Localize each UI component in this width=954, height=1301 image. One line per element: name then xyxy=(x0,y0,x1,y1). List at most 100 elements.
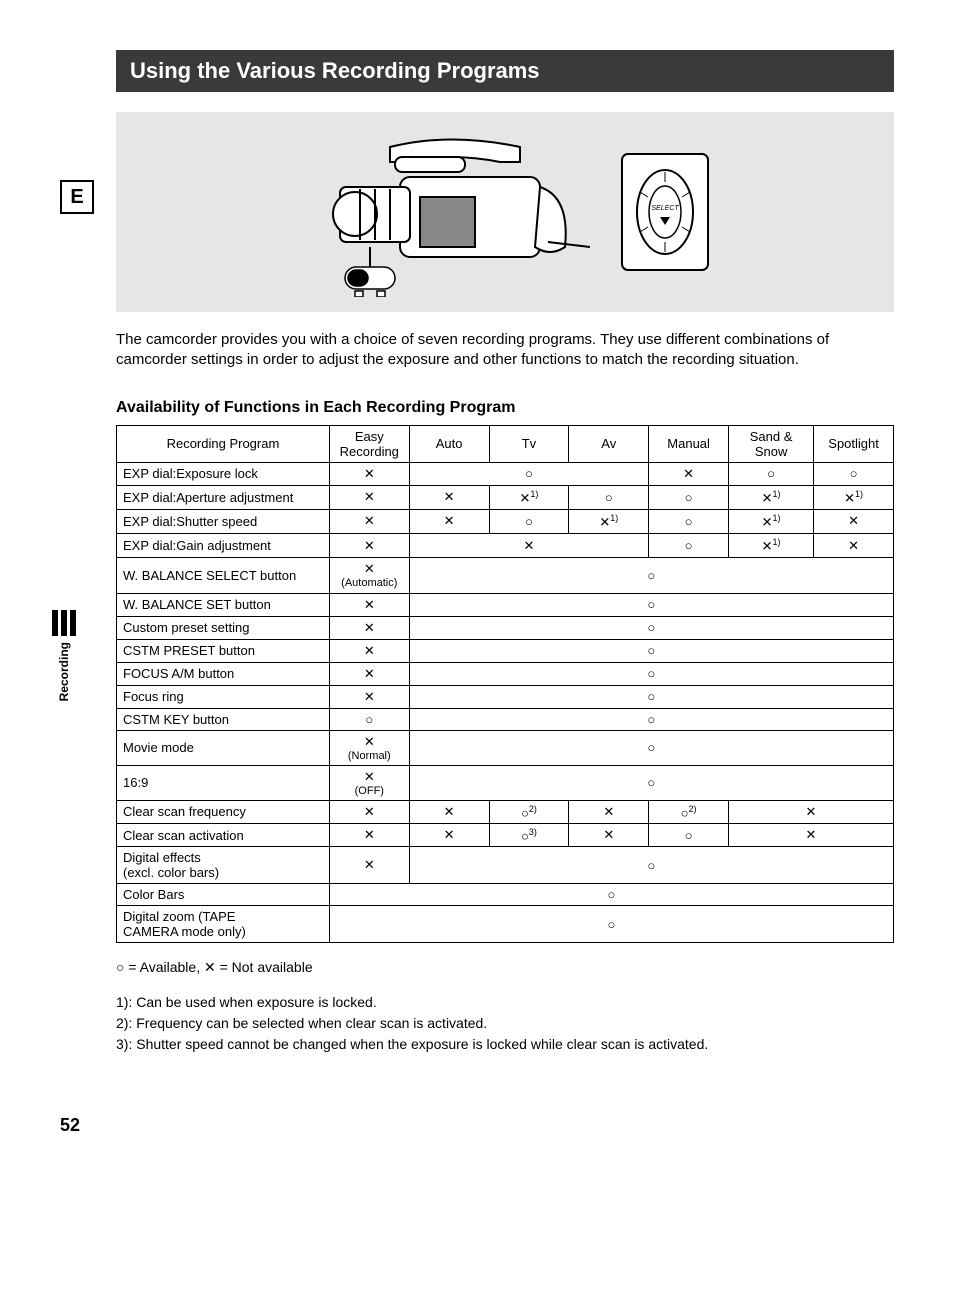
table-column-header: Manual xyxy=(649,425,729,462)
side-tab-lines xyxy=(52,610,76,636)
table-cell: ○ xyxy=(409,765,893,800)
footnote-line: 2): Frequency can be selected when clear… xyxy=(116,1013,894,1034)
footnote-line: 1): Can be used when exposure is locked. xyxy=(116,992,894,1013)
table-column-header: Recording Program xyxy=(117,425,330,462)
table-cell: ✕ xyxy=(329,485,409,509)
table-row-label: Clear scan activation xyxy=(117,824,330,847)
table-column-header: Auto xyxy=(409,425,489,462)
svg-text:SELECT: SELECT xyxy=(651,205,679,212)
table-row-label: W. BALANCE SELECT button xyxy=(117,558,330,593)
table-cell: ✕ xyxy=(649,462,729,485)
table-cell: ✕ xyxy=(409,509,489,533)
table-cell: ○ xyxy=(409,662,893,685)
table-cell: ○ xyxy=(409,558,893,593)
table-cell: ✕(Normal) xyxy=(329,730,409,765)
table-row-label: 16:9 xyxy=(117,765,330,800)
table-row-label: EXP dial:Aperture adjustment xyxy=(117,485,330,509)
table-cell: ✕1) xyxy=(729,485,814,509)
table-column-header: EasyRecording xyxy=(329,425,409,462)
table-cell: ○3) xyxy=(489,824,569,847)
table-row-label: Color Bars xyxy=(117,884,330,906)
section-title: Using the Various Recording Programs xyxy=(116,50,894,92)
table-cell: ✕ xyxy=(329,662,409,685)
table-cell: ○ xyxy=(409,462,648,485)
table-cell: ✕ xyxy=(329,593,409,616)
table-cell: ✕ xyxy=(329,685,409,708)
table-cell: ✕ xyxy=(329,462,409,485)
table-cell: ✕1) xyxy=(814,485,894,509)
table-cell: ✕ xyxy=(329,509,409,533)
table-cell: ✕ xyxy=(729,824,894,847)
table-cell: ○ xyxy=(409,708,893,730)
table-cell: ○ xyxy=(409,847,893,884)
table-cell: ✕ xyxy=(729,800,894,823)
side-tab: Recording xyxy=(52,610,76,701)
table-cell: ✕1) xyxy=(569,509,649,533)
table-cell: ✕ xyxy=(409,485,489,509)
table-row-label: FOCUS A/M button xyxy=(117,662,330,685)
table-row-label: EXP dial:Exposure lock xyxy=(117,462,330,485)
table-row-label: Custom preset setting xyxy=(117,616,330,639)
table-row-label: Digital zoom (TAPECAMERA mode only) xyxy=(117,906,330,943)
table-cell: ✕ xyxy=(329,534,409,558)
table-row-label: CSTM PRESET button xyxy=(117,639,330,662)
table-cell: ○ xyxy=(649,509,729,533)
manual-page: Using the Various Recording Programs E xyxy=(0,0,954,1176)
table-cell: ○ xyxy=(489,509,569,533)
table-column-header: Av xyxy=(569,425,649,462)
table-cell: ○ xyxy=(409,639,893,662)
table-cell: ○ xyxy=(409,685,893,708)
table-cell: ○ xyxy=(729,462,814,485)
table-cell: ✕ xyxy=(409,824,489,847)
intro-paragraph: The camcorder provides you with a choice… xyxy=(116,330,894,371)
table-row-label: EXP dial:Gain adjustment xyxy=(117,534,330,558)
table-cell: ○ xyxy=(329,906,893,943)
footnote-line: 3): Shutter speed cannot be changed when… xyxy=(116,1034,894,1055)
table-cell: ✕1) xyxy=(729,509,814,533)
table-cell: ○ xyxy=(649,534,729,558)
table-cell: ✕ xyxy=(329,824,409,847)
table-cell: ○ xyxy=(409,616,893,639)
table-cell: ○ xyxy=(409,593,893,616)
table-cell: ✕ xyxy=(814,534,894,558)
legend: ○ = Available, ✕ = Not available xyxy=(116,957,894,978)
table-cell: ✕ xyxy=(329,616,409,639)
table-cell: ✕(Automatic) xyxy=(329,558,409,593)
table-row-label: Movie mode xyxy=(117,730,330,765)
table-column-header: Tv xyxy=(489,425,569,462)
footnotes: 1): Can be used when exposure is locked.… xyxy=(116,992,894,1055)
table-cell: ✕(OFF) xyxy=(329,765,409,800)
table-heading: Availability of Functions in Each Record… xyxy=(116,399,894,417)
table-column-header: Sand & Snow xyxy=(729,425,814,462)
table-row-label: CSTM KEY button xyxy=(117,708,330,730)
table-row-label: Clear scan frequency xyxy=(117,800,330,823)
table-cell: ✕ xyxy=(329,847,409,884)
table-cell: ○ xyxy=(649,485,729,509)
table-row-label: Focus ring xyxy=(117,685,330,708)
table-cell: ○ xyxy=(329,884,893,906)
table-cell: ✕ xyxy=(329,800,409,823)
table-cell: ✕ xyxy=(814,509,894,533)
table-row-label: EXP dial:Shutter speed xyxy=(117,509,330,533)
table-cell: ○2) xyxy=(489,800,569,823)
function-table: Recording ProgramEasyRecordingAutoTvAvMa… xyxy=(116,425,894,944)
table-cell: ○ xyxy=(329,708,409,730)
table-column-header: Spotlight xyxy=(814,425,894,462)
table-header: Recording ProgramEasyRecordingAutoTvAvMa… xyxy=(117,425,894,462)
camcorder-illustration xyxy=(300,127,600,297)
table-cell: ○ xyxy=(649,824,729,847)
table-cell: ✕ xyxy=(409,534,648,558)
illustration-panel: SELECT xyxy=(116,112,894,312)
table-cell: ✕1) xyxy=(729,534,814,558)
table-row-label: Digital effects(excl. color bars) xyxy=(117,847,330,884)
language-badge: E xyxy=(60,180,94,214)
table-cell: ○ xyxy=(409,730,893,765)
select-dial-illustration: SELECT xyxy=(620,152,710,272)
table-cell: ○2) xyxy=(649,800,729,823)
table-body: EXP dial:Exposure lock✕○✕○○EXP dial:Aper… xyxy=(117,462,894,943)
table-cell: ○ xyxy=(569,485,649,509)
page-number: 52 xyxy=(60,1115,894,1136)
table-cell: ○ xyxy=(814,462,894,485)
table-cell: ✕ xyxy=(569,824,649,847)
table-cell: ✕ xyxy=(569,800,649,823)
